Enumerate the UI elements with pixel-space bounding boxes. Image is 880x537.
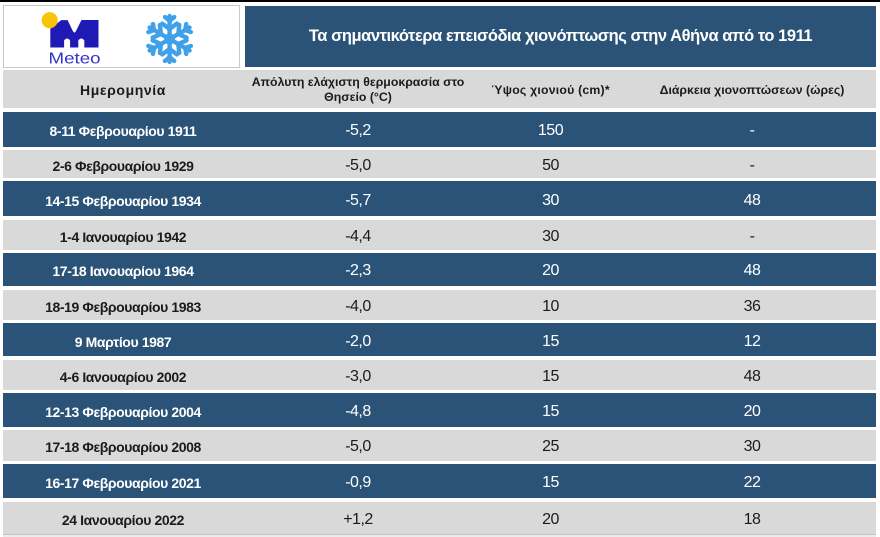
svg-text:Meteo: Meteo xyxy=(49,51,101,68)
